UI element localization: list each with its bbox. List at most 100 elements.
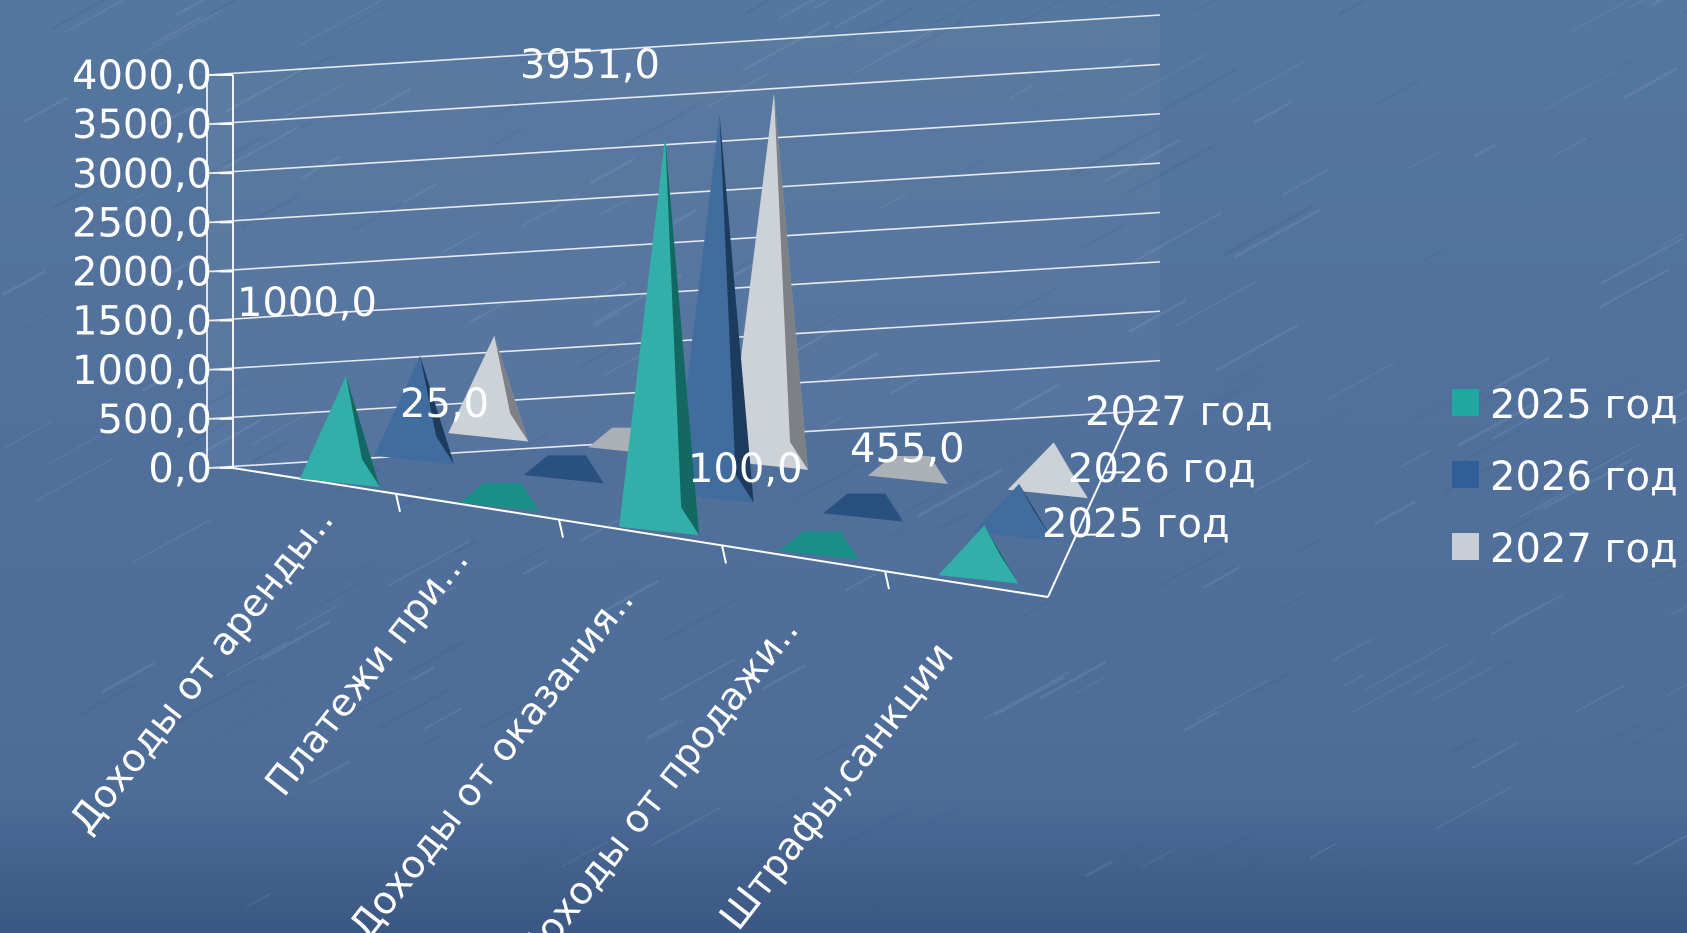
texture-stroke — [812, 742, 848, 763]
texture-stroke — [470, 301, 508, 323]
texture-stroke — [1164, 67, 1238, 110]
texture-stroke — [853, 27, 937, 75]
texture-stroke — [879, 193, 908, 210]
texture-stroke — [51, 0, 107, 30]
data-label: 100,0 — [688, 446, 803, 492]
texture-stroke — [503, 850, 567, 887]
texture-stroke — [995, 285, 1061, 323]
legend-label: 2027 год — [1490, 526, 1678, 572]
texture-stroke — [1084, 860, 1113, 878]
texture-stroke — [411, 734, 442, 753]
y-tick-label: 1500,0 — [72, 299, 212, 345]
texture-stroke — [131, 518, 212, 564]
texture-stroke — [614, 100, 705, 152]
texture-stroke — [959, 159, 985, 174]
texture-stroke — [858, 908, 882, 923]
depth-label: 2027 год — [1085, 389, 1273, 435]
texture-stroke — [1488, 659, 1513, 675]
texture-stroke — [993, 675, 1065, 717]
texture-stroke — [157, 112, 181, 126]
y-tick-labels: 0,0500,01000,01500,02000,02500,03000,035… — [72, 53, 233, 492]
pyramid-side-face — [494, 335, 529, 442]
texture-stroke — [1202, 385, 1242, 409]
texture-stroke — [245, 892, 272, 908]
texture-stroke — [1197, 833, 1253, 865]
texture-stroke — [1491, 418, 1529, 440]
pyramid-2027-год-4 — [867, 455, 948, 484]
texture-stroke — [1120, 52, 1209, 102]
pyramid-side-face — [345, 375, 380, 488]
texture-stroke — [24, 96, 69, 123]
texture-stroke — [916, 468, 1004, 518]
texture-stroke — [1008, 84, 1034, 100]
x-tick — [884, 570, 890, 590]
texture-stroke — [249, 440, 290, 465]
data-labels: 1000,0 25,0 3951,0 100,0 455,0 — [237, 42, 965, 492]
texture-stroke — [1306, 867, 1372, 905]
texture-stroke — [269, 81, 348, 126]
texture-stroke — [1633, 834, 1687, 866]
texture-stroke — [378, 689, 449, 729]
texture-stroke — [141, 377, 165, 392]
texture-stroke — [1498, 300, 1537, 322]
texture-stroke — [440, 231, 480, 254]
texture-stroke — [423, 707, 463, 730]
texture-stroke — [493, 99, 523, 117]
legend-swatch — [1452, 461, 1479, 488]
texture-stroke — [173, 382, 248, 424]
x-tick — [558, 519, 564, 538]
texture-stroke — [1559, 374, 1641, 421]
texture-stroke — [299, 155, 341, 180]
category-labels: Доходы от аренды..Платежи при...Доходы о… — [61, 498, 962, 933]
texture-stroke — [1279, 592, 1311, 610]
texture-stroke — [1077, 223, 1125, 252]
texture-stroke — [1474, 143, 1496, 158]
texture-stroke — [1202, 566, 1241, 589]
y-tick-label: 1000,0 — [72, 348, 212, 394]
texture-stroke — [982, 670, 1072, 720]
texture-stroke — [646, 718, 687, 742]
texture-stroke — [711, 559, 751, 582]
pyramid-front-face — [973, 483, 1054, 541]
texture-stroke — [352, 201, 404, 231]
texture-stroke — [146, 105, 194, 134]
pyramid-2026-год-2 — [523, 455, 604, 484]
texture-stroke — [210, 694, 295, 741]
texture-stroke — [1226, 363, 1263, 385]
texture-stroke — [241, 194, 299, 228]
texture-stroke — [1377, 80, 1420, 105]
texture-stroke — [1325, 361, 1396, 401]
texture-stroke — [1140, 486, 1178, 508]
pyramid-2025-год-4 — [778, 531, 859, 560]
texture-stroke — [151, 16, 202, 46]
floor-axes — [232, 409, 1134, 598]
texture-stroke — [234, 135, 264, 154]
texture-stroke — [1670, 415, 1687, 427]
texture-stroke — [834, 0, 888, 29]
texture-stroke — [938, 512, 969, 531]
pyramid-front-face — [374, 355, 455, 465]
texture-stroke — [1309, 842, 1337, 859]
texture-stroke — [346, 678, 414, 718]
texture-stroke — [456, 538, 478, 553]
pyramid-2027-год-3 — [728, 93, 809, 470]
texture-stroke — [573, 637, 596, 651]
texture-stroke — [1039, 660, 1107, 700]
texture-stroke — [1490, 594, 1562, 635]
texture-stroke — [1590, 58, 1637, 84]
pyramid-front-face — [299, 375, 380, 488]
texture-stroke — [77, 684, 134, 717]
depth-axis-line — [1047, 409, 1134, 598]
legend-label: 2025 год — [1490, 382, 1678, 428]
texture-stroke — [1327, 908, 1357, 926]
texture-stroke — [1629, 712, 1687, 746]
legend: 2025 год 2026 год 2027 год — [1452, 382, 1678, 572]
pyramid-side-face — [719, 114, 754, 503]
texture-stroke — [833, 26, 874, 50]
pyramid-front-face — [938, 525, 1019, 584]
texture-stroke — [308, 3, 391, 50]
legend-swatch — [1452, 533, 1479, 560]
texture-stroke — [2, 270, 46, 296]
texture-stroke — [578, 332, 641, 369]
